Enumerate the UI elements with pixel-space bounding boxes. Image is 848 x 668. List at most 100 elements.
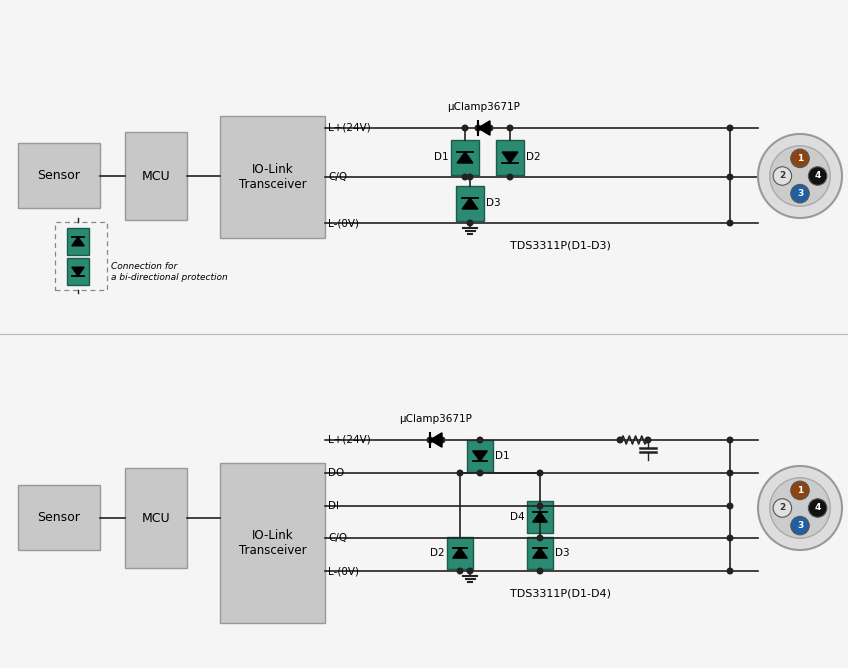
Text: 1: 1 <box>797 486 803 495</box>
Text: D2: D2 <box>431 548 445 558</box>
Circle shape <box>808 167 827 185</box>
Polygon shape <box>453 548 467 558</box>
Polygon shape <box>72 237 84 246</box>
Text: L-(0V): L-(0V) <box>328 218 359 228</box>
Bar <box>18 143 100 208</box>
Bar <box>496 140 524 175</box>
Polygon shape <box>502 152 518 163</box>
Text: TDS3311P(D1-D4): TDS3311P(D1-D4) <box>510 588 611 598</box>
Text: Sensor: Sensor <box>37 511 81 524</box>
Circle shape <box>728 535 733 541</box>
Polygon shape <box>457 152 473 163</box>
Text: L+(24V): L+(24V) <box>328 123 371 133</box>
Circle shape <box>758 134 842 218</box>
Bar <box>67 228 89 255</box>
Circle shape <box>537 470 543 476</box>
Text: D4: D4 <box>510 512 525 522</box>
Polygon shape <box>430 433 442 447</box>
Bar <box>456 186 484 221</box>
Circle shape <box>728 125 733 131</box>
Circle shape <box>477 470 483 476</box>
Circle shape <box>773 499 791 517</box>
Bar <box>67 258 89 285</box>
Text: 3: 3 <box>797 189 803 198</box>
Circle shape <box>462 174 468 180</box>
Polygon shape <box>72 267 84 276</box>
Bar <box>527 537 553 569</box>
Circle shape <box>488 125 493 131</box>
Bar <box>220 463 325 623</box>
Text: μClamp3671P: μClamp3671P <box>448 102 521 112</box>
Bar <box>125 132 187 220</box>
Text: Connection for
a bi-directional protection: Connection for a bi-directional protecti… <box>111 263 228 282</box>
Polygon shape <box>533 512 547 522</box>
Text: C/Q: C/Q <box>328 172 347 182</box>
Text: DO: DO <box>328 468 344 478</box>
Circle shape <box>790 184 809 203</box>
Circle shape <box>773 167 791 185</box>
Circle shape <box>477 437 483 443</box>
Circle shape <box>537 535 543 541</box>
Circle shape <box>790 516 809 535</box>
Circle shape <box>475 125 481 131</box>
Circle shape <box>537 503 543 509</box>
Text: D2: D2 <box>526 152 541 162</box>
Text: μClamp3671P: μClamp3671P <box>399 414 472 424</box>
Text: IO-Link
Transceiver: IO-Link Transceiver <box>238 163 306 191</box>
Text: 2: 2 <box>779 504 785 512</box>
Circle shape <box>758 466 842 550</box>
Text: C/Q: C/Q <box>328 533 347 543</box>
Circle shape <box>790 149 809 168</box>
Circle shape <box>507 174 513 180</box>
Circle shape <box>617 437 622 443</box>
Circle shape <box>467 174 473 180</box>
Text: L-(0V): L-(0V) <box>328 566 359 576</box>
Text: D1: D1 <box>495 451 510 461</box>
Bar <box>527 501 553 533</box>
Text: TDS3311P(D1-D3): TDS3311P(D1-D3) <box>510 240 611 250</box>
Text: D1: D1 <box>434 152 449 162</box>
Bar <box>220 116 325 238</box>
Bar <box>451 140 479 175</box>
Circle shape <box>728 437 733 443</box>
Text: MCU: MCU <box>142 170 170 182</box>
Text: 4: 4 <box>814 504 821 512</box>
Bar <box>55 222 107 290</box>
Bar <box>447 537 473 569</box>
Bar <box>125 468 187 568</box>
Circle shape <box>728 568 733 574</box>
Circle shape <box>790 481 809 500</box>
Text: D3: D3 <box>486 198 500 208</box>
Polygon shape <box>472 451 488 461</box>
Text: Sensor: Sensor <box>37 169 81 182</box>
Circle shape <box>645 437 650 443</box>
Circle shape <box>439 437 445 443</box>
Bar <box>18 485 100 550</box>
Polygon shape <box>462 198 477 209</box>
Circle shape <box>728 470 733 476</box>
Circle shape <box>507 125 513 131</box>
Polygon shape <box>533 548 547 558</box>
Text: DI: DI <box>328 501 339 511</box>
Text: 3: 3 <box>797 521 803 530</box>
Circle shape <box>770 146 830 206</box>
Circle shape <box>728 503 733 509</box>
Text: 2: 2 <box>779 172 785 180</box>
Text: IO-Link
Transceiver: IO-Link Transceiver <box>238 529 306 557</box>
Circle shape <box>427 437 432 443</box>
Circle shape <box>467 568 473 574</box>
Text: MCU: MCU <box>142 512 170 524</box>
Polygon shape <box>478 121 490 135</box>
Circle shape <box>457 470 463 476</box>
Text: L+(24V): L+(24V) <box>328 435 371 445</box>
Circle shape <box>537 568 543 574</box>
Circle shape <box>728 220 733 226</box>
Bar <box>467 440 493 472</box>
Circle shape <box>467 220 473 226</box>
Circle shape <box>462 125 468 131</box>
Circle shape <box>457 568 463 574</box>
Text: 1: 1 <box>797 154 803 163</box>
Circle shape <box>808 499 827 517</box>
Circle shape <box>770 478 830 538</box>
Text: D3: D3 <box>555 548 570 558</box>
